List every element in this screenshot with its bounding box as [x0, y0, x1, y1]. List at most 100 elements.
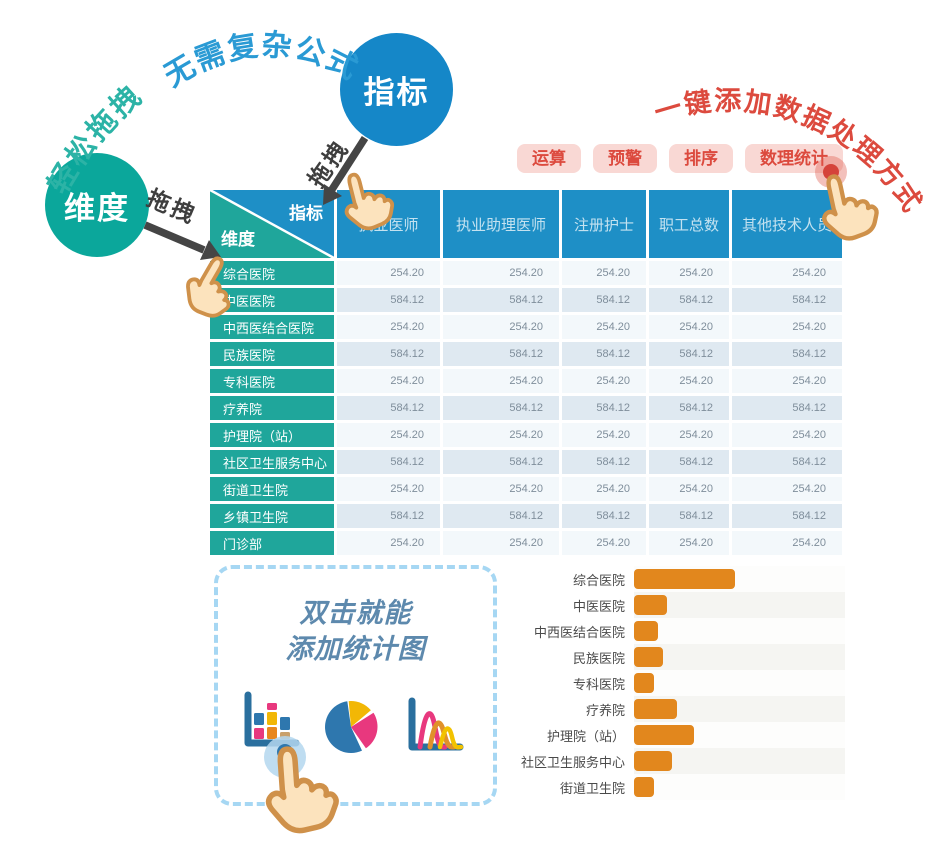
- table-cell[interactable]: 584.12: [337, 504, 440, 528]
- row-label[interactable]: 疗养院: [210, 396, 334, 420]
- table-cell[interactable]: 254.20: [337, 261, 440, 285]
- table-cell[interactable]: 254.20: [732, 315, 842, 339]
- tagline-no-formula: 无需复杂公式: [159, 29, 364, 94]
- table-cell[interactable]: 584.12: [649, 396, 729, 420]
- table-cell[interactable]: 584.12: [337, 450, 440, 474]
- bar-chart-icon[interactable]: [240, 691, 302, 751]
- chart-category-label: 街道卫生院: [559, 780, 625, 796]
- row-label[interactable]: 中西医结合医院: [210, 315, 334, 339]
- line-chart-icon[interactable]: [404, 695, 466, 753]
- row-label[interactable]: 专科医院: [210, 369, 334, 393]
- table-cell[interactable]: 584.12: [649, 288, 729, 312]
- chart-bar[interactable]: [634, 751, 672, 771]
- table-cell[interactable]: 254.20: [732, 531, 842, 555]
- chart-category-label: 中西医结合医院: [533, 624, 625, 640]
- table-cell[interactable]: 254.20: [732, 477, 842, 501]
- row-label[interactable]: 街道卫生院: [210, 477, 334, 501]
- table-cell[interactable]: 584.12: [443, 288, 559, 312]
- table-cell[interactable]: 254.20: [443, 261, 559, 285]
- table-cell[interactable]: 254.20: [562, 369, 646, 393]
- table-cell[interactable]: 584.12: [562, 396, 646, 420]
- table-cell[interactable]: 254.20: [732, 369, 842, 393]
- column-header[interactable]: 其他技术人员: [732, 190, 842, 258]
- chart-bar[interactable]: [634, 725, 694, 745]
- table-cell[interactable]: 584.12: [732, 288, 842, 312]
- table-cell[interactable]: 584.12: [562, 450, 646, 474]
- row-label[interactable]: 护理院（站）: [210, 423, 334, 447]
- table-cell[interactable]: 254.20: [443, 531, 559, 555]
- table-row: 疗养院 584.12 584.12 584.12 584.12 584.12: [210, 396, 842, 420]
- table-cell[interactable]: 254.20: [732, 261, 842, 285]
- column-header[interactable]: 职工总数: [649, 190, 729, 258]
- add-chart-dropzone[interactable]: 双击就能 添加统计图: [214, 565, 497, 806]
- column-header[interactable]: 执业医师: [337, 190, 440, 258]
- table-cell[interactable]: 584.12: [562, 342, 646, 366]
- table-cell[interactable]: 254.20: [337, 423, 440, 447]
- chart-bar[interactable]: [634, 595, 667, 615]
- table-cell[interactable]: 584.12: [732, 342, 842, 366]
- chart-bar[interactable]: [634, 621, 658, 641]
- calc-button[interactable]: 运算: [517, 144, 581, 173]
- table-cell[interactable]: 254.20: [443, 477, 559, 501]
- row-label[interactable]: 乡镇卫生院: [210, 504, 334, 528]
- row-label[interactable]: 综合医院: [210, 261, 334, 285]
- row-label[interactable]: 民族医院: [210, 342, 334, 366]
- table-cell[interactable]: 584.12: [649, 504, 729, 528]
- table-cell[interactable]: 254.20: [649, 315, 729, 339]
- chart-band: [634, 722, 845, 748]
- pie-chart-icon[interactable]: [324, 700, 378, 754]
- table-cell[interactable]: 254.20: [649, 477, 729, 501]
- column-header[interactable]: 注册护士: [562, 190, 646, 258]
- table-cell[interactable]: 254.20: [443, 423, 559, 447]
- table-cell[interactable]: 584.12: [649, 450, 729, 474]
- table-cell[interactable]: 584.12: [443, 342, 559, 366]
- table-cell[interactable]: 254.20: [562, 477, 646, 501]
- table-cell[interactable]: 254.20: [649, 531, 729, 555]
- row-label[interactable]: 中医医院: [210, 288, 334, 312]
- chart-bar[interactable]: [634, 673, 654, 693]
- table-cell[interactable]: 254.20: [649, 423, 729, 447]
- chart-bar[interactable]: [634, 699, 677, 719]
- chart-row: 街道卫生院: [518, 774, 845, 800]
- sort-button[interactable]: 排序: [669, 144, 733, 173]
- table-cell[interactable]: 584.12: [443, 450, 559, 474]
- table-cell[interactable]: 254.20: [337, 369, 440, 393]
- table-cell[interactable]: 254.20: [443, 315, 559, 339]
- chart-bar[interactable]: [634, 569, 735, 589]
- table-cell[interactable]: 254.20: [649, 369, 729, 393]
- table-cell[interactable]: 584.12: [443, 396, 559, 420]
- chart-category-label: 综合医院: [572, 572, 625, 588]
- indicator-chip[interactable]: 指标: [340, 33, 453, 146]
- table-cell[interactable]: 254.20: [649, 261, 729, 285]
- row-label[interactable]: 门诊部: [210, 531, 334, 555]
- table-cell[interactable]: 254.20: [562, 423, 646, 447]
- dimension-chip[interactable]: 维度: [45, 153, 149, 257]
- table-cell[interactable]: 254.20: [732, 423, 842, 447]
- table-cell[interactable]: 584.12: [337, 342, 440, 366]
- column-header[interactable]: 执业助理医师: [443, 190, 559, 258]
- chart-band: [634, 592, 845, 618]
- chart-bar[interactable]: [634, 647, 663, 667]
- table-cell[interactable]: 584.12: [732, 504, 842, 528]
- row-label[interactable]: 社区卫生服务中心: [210, 450, 334, 474]
- table-cell[interactable]: 254.20: [562, 315, 646, 339]
- table-cell[interactable]: 584.12: [732, 396, 842, 420]
- chart-bar[interactable]: [634, 777, 654, 797]
- table-cell[interactable]: 254.20: [337, 531, 440, 555]
- alert-button[interactable]: 预警: [593, 144, 657, 173]
- chart-band: [634, 748, 845, 774]
- table-cell[interactable]: 584.12: [649, 342, 729, 366]
- table-cell[interactable]: 584.12: [337, 396, 440, 420]
- table-cell[interactable]: 584.12: [562, 504, 646, 528]
- table-cell[interactable]: 584.12: [337, 288, 440, 312]
- table-cell[interactable]: 254.20: [337, 315, 440, 339]
- table-cell[interactable]: 254.20: [443, 369, 559, 393]
- table-cell[interactable]: 254.20: [562, 261, 646, 285]
- table-cell[interactable]: 584.12: [562, 288, 646, 312]
- chart-row: 中医医院: [518, 592, 845, 618]
- table-cell[interactable]: 584.12: [443, 504, 559, 528]
- statistics-button[interactable]: 数理统计: [745, 144, 843, 173]
- table-cell[interactable]: 254.20: [337, 477, 440, 501]
- table-cell[interactable]: 254.20: [562, 531, 646, 555]
- table-cell[interactable]: 584.12: [732, 450, 842, 474]
